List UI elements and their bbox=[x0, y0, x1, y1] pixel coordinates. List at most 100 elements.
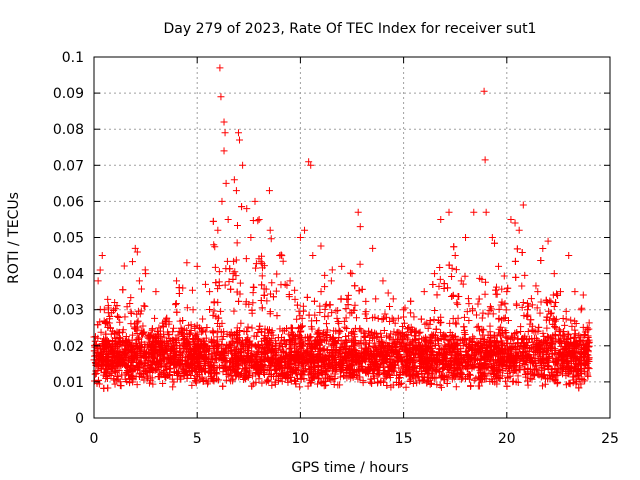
data-point bbox=[315, 374, 323, 382]
data-point bbox=[258, 281, 266, 289]
data-point bbox=[268, 359, 276, 367]
data-point bbox=[151, 314, 159, 322]
data-point bbox=[436, 264, 444, 272]
data-point bbox=[570, 348, 578, 356]
data-point bbox=[202, 376, 210, 384]
data-point bbox=[542, 337, 550, 345]
data-point bbox=[432, 363, 440, 371]
data-point bbox=[157, 357, 165, 365]
data-point bbox=[513, 245, 521, 253]
data-point bbox=[153, 365, 161, 373]
data-point bbox=[433, 291, 441, 299]
data-point bbox=[502, 306, 510, 314]
data-point bbox=[167, 364, 175, 372]
data-point bbox=[202, 334, 210, 342]
data-point bbox=[551, 323, 559, 331]
data-point bbox=[547, 310, 555, 318]
data-point bbox=[519, 299, 527, 307]
data-point bbox=[138, 330, 146, 338]
data-point bbox=[559, 332, 567, 340]
data-point bbox=[454, 300, 462, 308]
data-point bbox=[95, 353, 103, 361]
data-point bbox=[126, 342, 134, 350]
data-point bbox=[188, 286, 196, 294]
data-point bbox=[396, 380, 404, 388]
data-point bbox=[402, 346, 410, 354]
data-point bbox=[575, 337, 583, 345]
data-point bbox=[283, 325, 291, 333]
data-point bbox=[119, 286, 127, 294]
data-point bbox=[317, 242, 325, 250]
data-point bbox=[199, 327, 207, 335]
data-point bbox=[473, 339, 481, 347]
data-point bbox=[242, 300, 250, 308]
data-point bbox=[277, 354, 285, 362]
data-point bbox=[352, 347, 360, 355]
data-point bbox=[220, 351, 228, 359]
data-point bbox=[169, 336, 177, 344]
data-point bbox=[390, 316, 398, 324]
data-point bbox=[444, 366, 452, 374]
data-point bbox=[298, 314, 306, 322]
data-point bbox=[439, 357, 447, 365]
data-point bbox=[145, 331, 153, 339]
data-point bbox=[291, 295, 299, 303]
data-point bbox=[236, 279, 244, 287]
data-point bbox=[316, 344, 324, 352]
data-point bbox=[473, 323, 481, 331]
data-point bbox=[286, 344, 294, 352]
data-point bbox=[234, 335, 242, 343]
data-point bbox=[110, 376, 118, 384]
data-point bbox=[100, 369, 108, 377]
data-point bbox=[385, 333, 393, 341]
data-point bbox=[261, 356, 269, 364]
data-point bbox=[461, 272, 469, 280]
data-point bbox=[533, 304, 541, 312]
data-point bbox=[111, 330, 119, 338]
data-point bbox=[223, 257, 231, 265]
data-point bbox=[494, 348, 502, 356]
data-point bbox=[428, 337, 436, 345]
data-point bbox=[272, 342, 280, 350]
data-point bbox=[528, 301, 536, 309]
data-point bbox=[285, 345, 293, 353]
data-point bbox=[547, 309, 555, 317]
data-point bbox=[237, 371, 245, 379]
data-point bbox=[351, 301, 359, 309]
data-point bbox=[386, 303, 394, 311]
data-point bbox=[424, 324, 432, 332]
data-point bbox=[513, 329, 521, 337]
data-point bbox=[356, 358, 364, 366]
data-point bbox=[212, 279, 220, 287]
data-point bbox=[527, 295, 535, 303]
data-point bbox=[452, 266, 460, 274]
data-point bbox=[299, 307, 307, 315]
data-point bbox=[563, 336, 571, 344]
data-point bbox=[188, 381, 196, 389]
data-point bbox=[402, 383, 410, 391]
data-point bbox=[205, 345, 213, 353]
data-point bbox=[354, 366, 362, 374]
data-point bbox=[581, 341, 589, 349]
data-point bbox=[348, 335, 356, 343]
data-point bbox=[98, 341, 106, 349]
data-point bbox=[448, 342, 456, 350]
data-point bbox=[475, 348, 483, 356]
data-point bbox=[162, 373, 170, 381]
data-point bbox=[214, 341, 222, 349]
data-point bbox=[290, 364, 298, 372]
data-point bbox=[405, 372, 413, 380]
data-point bbox=[454, 345, 462, 353]
data-point bbox=[518, 249, 526, 257]
data-point bbox=[103, 361, 111, 369]
data-point bbox=[565, 379, 573, 387]
data-point bbox=[266, 310, 274, 318]
data-point bbox=[463, 308, 471, 316]
data-point bbox=[449, 347, 457, 355]
data-point bbox=[263, 349, 271, 357]
data-point bbox=[439, 373, 447, 381]
data-point bbox=[556, 350, 564, 358]
data-point bbox=[244, 334, 252, 342]
data-point bbox=[198, 368, 206, 376]
